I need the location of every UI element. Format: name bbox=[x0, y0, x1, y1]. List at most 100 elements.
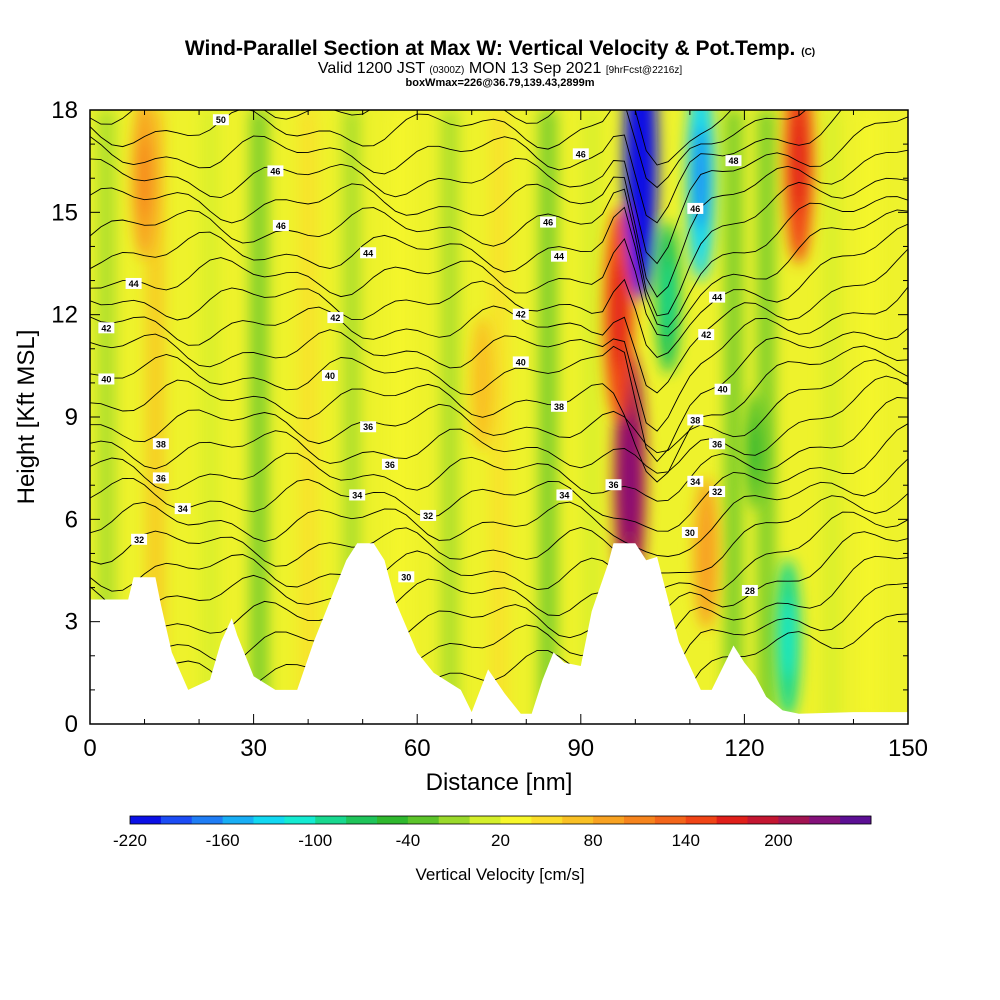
y-tick-label: 0 bbox=[65, 711, 78, 738]
contour-label-box bbox=[98, 322, 115, 334]
colorbar-swatch bbox=[377, 816, 409, 824]
chart-title: Wind-Parallel Section at Max W: Vertical… bbox=[0, 37, 1000, 61]
x-tick-label: 120 bbox=[724, 735, 764, 762]
contour-label-box bbox=[709, 291, 726, 303]
contour-label: 36 bbox=[363, 422, 373, 432]
contour-label-box bbox=[125, 277, 142, 289]
contour-label-box bbox=[420, 509, 437, 521]
updraft-core bbox=[477, 349, 488, 417]
theta-contour bbox=[90, 116, 908, 265]
colorbar-swatch bbox=[809, 816, 841, 824]
contour-label-box bbox=[398, 571, 415, 583]
contour-label-box bbox=[360, 421, 377, 433]
contour-label: 40 bbox=[718, 385, 728, 395]
contour-label-box bbox=[556, 489, 573, 501]
contour-label: 40 bbox=[516, 357, 526, 367]
contour-label-box bbox=[687, 414, 704, 426]
downdraft-core bbox=[782, 598, 794, 679]
x-tick-label: 0 bbox=[83, 735, 96, 762]
contour-label-box bbox=[512, 356, 529, 368]
contour-label: 30 bbox=[685, 528, 695, 538]
forecast-info: [9hrFcst@2216z] bbox=[605, 65, 683, 76]
colorbar-swatch bbox=[562, 816, 594, 824]
contour-label: 34 bbox=[178, 504, 188, 514]
updraft-core bbox=[700, 515, 712, 592]
colorbar: -220 -160 -100 -40 20 80 140 200 Vertical Veloci… bbox=[113, 815, 872, 884]
theta-contour bbox=[90, 458, 908, 557]
x-axis-title: Distance [nm] bbox=[426, 769, 573, 796]
colorbar-tick-label: 20 bbox=[491, 831, 510, 850]
theta-contour bbox=[90, 511, 908, 592]
contour-label: 38 bbox=[690, 415, 700, 425]
theta-contour bbox=[90, 177, 908, 317]
weak-motion-band bbox=[724, 110, 743, 724]
contour-label-box bbox=[349, 489, 366, 501]
x-tick-label: 60 bbox=[404, 735, 431, 762]
contour-label-box bbox=[540, 216, 557, 228]
weak-motion-band bbox=[146, 110, 165, 724]
colorbar-swatch bbox=[130, 816, 162, 824]
contour-label-box bbox=[512, 308, 529, 320]
downdraft-core bbox=[662, 259, 674, 336]
contour-label: 36 bbox=[609, 480, 619, 490]
colorbar-swatch bbox=[469, 816, 501, 824]
downdraft-core bbox=[750, 422, 761, 481]
colorbar-swatch bbox=[685, 816, 718, 824]
theta-contour bbox=[90, 375, 908, 474]
colorbar-swatch bbox=[315, 816, 347, 824]
contour-label-box bbox=[687, 475, 704, 487]
colorbar-tick-label: 200 bbox=[764, 831, 792, 850]
contour-label-box bbox=[174, 503, 191, 515]
contour-label: 44 bbox=[363, 248, 373, 258]
theta-contour bbox=[90, 209, 908, 337]
contour-label-box bbox=[714, 383, 731, 395]
terrain bbox=[90, 543, 908, 724]
weak-motion-band bbox=[757, 110, 776, 724]
weak-motion-band bbox=[582, 110, 601, 724]
theta-contour bbox=[90, 555, 908, 655]
colorbar-swatch bbox=[407, 816, 440, 824]
theta-contour bbox=[90, 327, 908, 463]
contour-label: 34 bbox=[690, 477, 700, 487]
contour-label: 28 bbox=[745, 586, 755, 596]
contour-label-box bbox=[327, 312, 344, 324]
colorbar-tick-label: 140 bbox=[672, 831, 700, 850]
contour-label-box bbox=[741, 584, 758, 596]
contour-label-box bbox=[550, 250, 567, 262]
copyright-mark: (C) bbox=[801, 47, 816, 58]
contour-label: 42 bbox=[330, 313, 340, 323]
contour-label-box bbox=[152, 472, 169, 484]
colorbar-swatch bbox=[747, 816, 779, 824]
colorbar-swatch bbox=[500, 816, 532, 824]
x-tick-label: 30 bbox=[240, 735, 267, 762]
contour-label-box bbox=[360, 247, 377, 259]
contour-label-box bbox=[709, 486, 726, 498]
theta-contour bbox=[90, 345, 908, 483]
colorbar-swatch bbox=[284, 816, 316, 824]
contour-label: 42 bbox=[701, 330, 711, 340]
weak-motion-band bbox=[860, 110, 879, 724]
contour-label-box bbox=[267, 165, 284, 177]
contour-label: 46 bbox=[270, 166, 280, 176]
contour-label: 46 bbox=[276, 221, 286, 231]
contour-label-box bbox=[321, 370, 338, 382]
chart-title-text: Wind-Parallel Section at Max W: Vertical… bbox=[184, 37, 796, 60]
colorbar-swatch bbox=[160, 816, 193, 824]
colorbar-swatch bbox=[438, 816, 471, 824]
y-tick-label: 6 bbox=[65, 506, 78, 533]
y-tick-label: 18 bbox=[51, 97, 78, 124]
contour-label: 44 bbox=[712, 293, 722, 303]
contour-label-box bbox=[725, 155, 742, 167]
contour-label-box bbox=[131, 533, 148, 545]
theta-contour bbox=[90, 196, 908, 328]
contour-label-box bbox=[272, 219, 289, 231]
contour-label: 40 bbox=[101, 374, 111, 384]
theta-contour bbox=[90, 223, 908, 358]
contour-label: 46 bbox=[576, 149, 586, 159]
valid-time: Valid 1200 JST bbox=[317, 60, 425, 77]
contour-label-box bbox=[572, 148, 589, 160]
weak-motion-band bbox=[391, 110, 410, 724]
contour-label: 40 bbox=[325, 371, 335, 381]
colorbar-swatch bbox=[654, 816, 687, 824]
